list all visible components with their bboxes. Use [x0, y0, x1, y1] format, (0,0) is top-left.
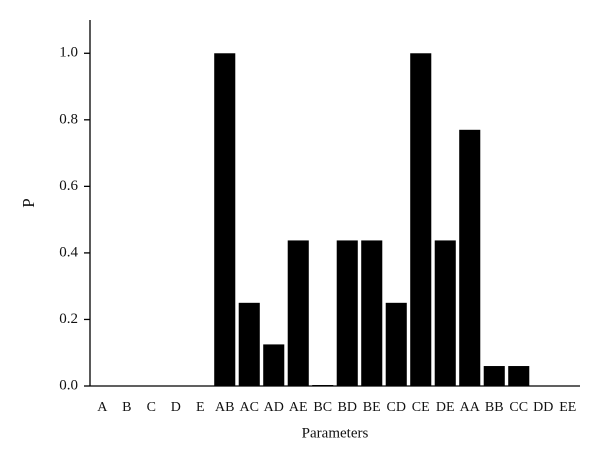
x-tick-label: DD [533, 400, 553, 415]
y-tick-label: 0.4 [59, 244, 78, 260]
bar [336, 240, 358, 386]
bar [312, 385, 334, 386]
x-tick-label: A [97, 400, 108, 415]
x-tick-label: AA [460, 400, 481, 415]
x-tick-label: D [171, 400, 181, 415]
x-tick-label: BB [485, 400, 504, 415]
x-tick-label: BC [313, 400, 332, 415]
bar [214, 53, 236, 386]
bar [434, 240, 456, 386]
y-axis-label: P [19, 198, 38, 207]
bar [385, 302, 407, 386]
bar [483, 366, 505, 386]
y-tick-label: 0.2 [59, 311, 78, 327]
x-tick-label: AC [240, 400, 259, 415]
x-tick-label: E [196, 400, 205, 415]
x-tick-label: AE [289, 400, 308, 415]
bar [459, 129, 481, 387]
x-tick-label: AD [264, 400, 284, 415]
x-tick-label: CD [387, 400, 406, 415]
x-tick-label: CE [412, 400, 430, 415]
x-tick-label: C [147, 400, 156, 415]
x-tick-label: BE [363, 400, 381, 415]
bar [238, 302, 260, 386]
bar [287, 240, 309, 386]
x-tick-label: B [122, 400, 131, 415]
y-tick-label: 0.0 [59, 377, 78, 393]
x-tick-label: EE [559, 400, 576, 415]
bar [410, 53, 432, 386]
y-tick-label: 0.6 [59, 178, 78, 194]
x-tick-label: BD [338, 400, 357, 415]
x-axis-label: Parameters [302, 425, 369, 441]
y-tick-label: 0.8 [59, 111, 78, 127]
y-tick-label: 1.0 [59, 45, 78, 61]
x-tick-label: AB [215, 400, 234, 415]
x-tick-label: CC [509, 400, 528, 415]
bar [263, 344, 285, 386]
bar [508, 366, 530, 386]
x-tick-label: DE [436, 400, 455, 415]
bar [361, 240, 383, 386]
